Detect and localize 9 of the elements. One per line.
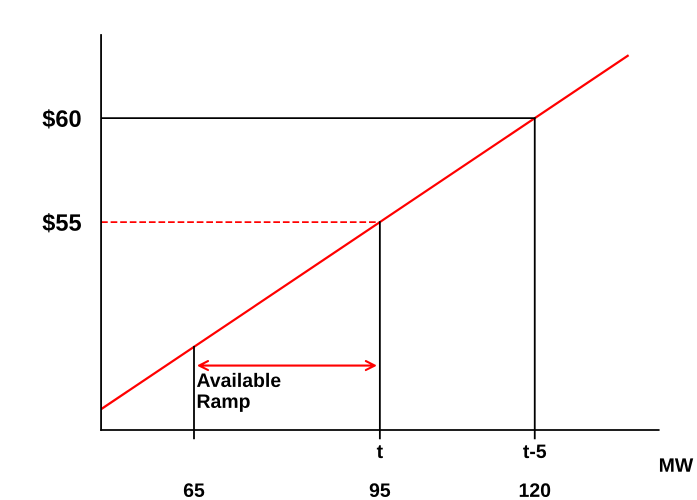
annotation: Available Ramp [196, 372, 280, 412]
x-tick-label: 95 [370, 483, 390, 498]
y-tick-label: $55 [42, 213, 81, 232]
x-tick-label: 65 [184, 483, 204, 498]
annotation: t [376, 445, 383, 458]
x-tick-label: 120 [520, 483, 550, 498]
y-tick-label: $60 [42, 109, 81, 128]
x-axis-title: MW [660, 458, 694, 472]
annotation: t-5 [523, 444, 546, 458]
